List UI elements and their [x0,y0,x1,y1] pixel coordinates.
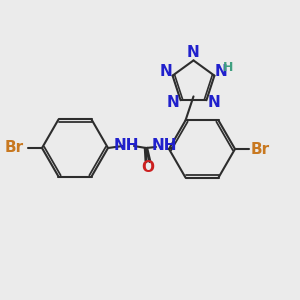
Text: NH: NH [113,137,139,152]
Text: N: N [166,95,179,110]
Text: N: N [187,45,200,60]
Text: NH: NH [151,139,177,154]
Text: N: N [208,95,221,110]
Text: Br: Br [251,142,270,157]
Text: Br: Br [5,140,24,155]
Text: H: H [223,61,234,74]
Text: N: N [159,64,172,79]
Text: N: N [215,64,228,79]
Text: O: O [142,160,154,175]
